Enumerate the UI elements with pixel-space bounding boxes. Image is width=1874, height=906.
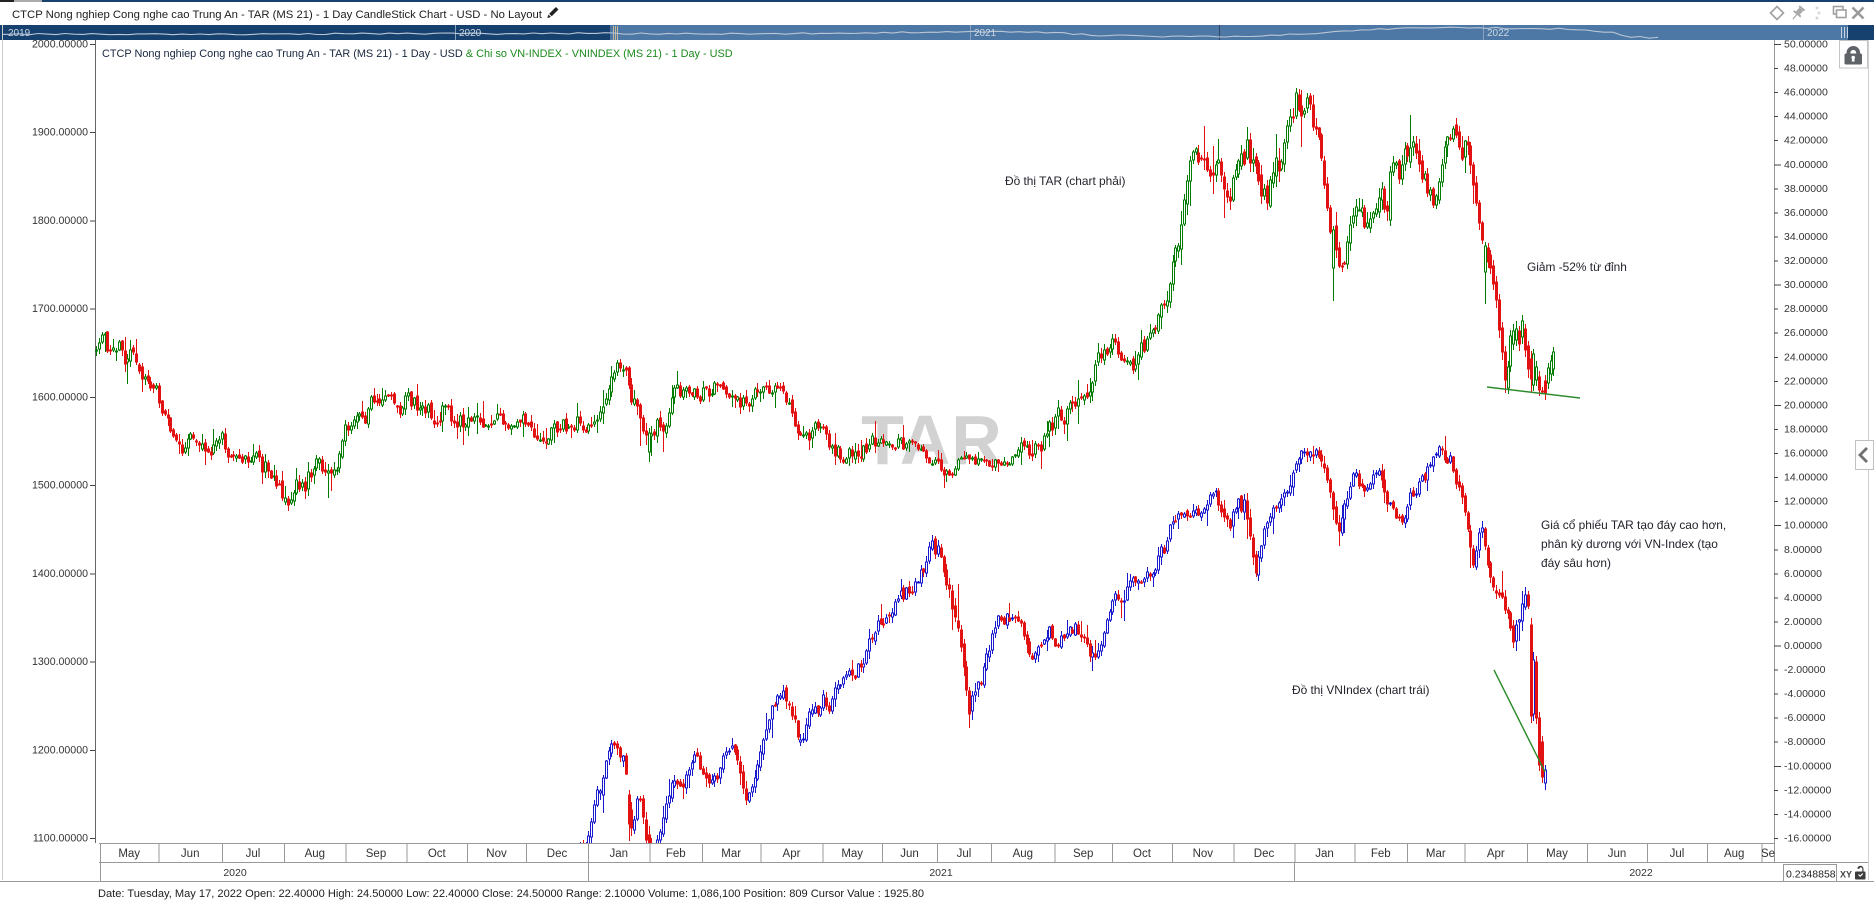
svg-text:Đồ thị TAR (chart phải): Đồ thị TAR (chart phải) [1005,174,1126,188]
svg-text:2000.00000: 2000.00000 [32,39,88,51]
svg-text:1800.00000: 1800.00000 [32,215,88,227]
svg-text:1600.00000: 1600.00000 [32,391,88,403]
svg-text:-14.00000: -14.00000 [1784,808,1831,820]
svg-text:-16.00000: -16.00000 [1784,833,1831,845]
svg-text:28.00000: 28.00000 [1784,303,1828,315]
svg-text:Sep: Sep [366,848,386,860]
svg-text:46.00000: 46.00000 [1784,87,1828,99]
svg-text:16.00000: 16.00000 [1784,448,1828,460]
svg-text:1900.00000: 1900.00000 [32,127,88,139]
svg-text:4.00000: 4.00000 [1784,592,1822,604]
svg-text:May: May [118,848,140,860]
svg-text:20.00000: 20.00000 [1784,399,1828,411]
svg-text:2021: 2021 [929,867,953,879]
svg-text:18.00000: 18.00000 [1784,424,1828,436]
svg-text:Feb: Feb [1371,848,1391,860]
svg-text:-12.00000: -12.00000 [1784,784,1831,796]
svg-text:Jun: Jun [181,848,200,860]
svg-text:Apr: Apr [783,848,801,860]
svg-text:40.00000: 40.00000 [1784,159,1828,171]
svg-text:Sep: Sep [1073,848,1093,860]
svg-text:Jan: Jan [1315,848,1334,860]
svg-text:6.00000: 6.00000 [1784,568,1822,580]
svg-text:Oct: Oct [428,848,447,860]
svg-text:30.00000: 30.00000 [1784,279,1828,291]
svg-text:2022: 2022 [1487,28,1510,39]
svg-text:Aug: Aug [1013,848,1033,860]
svg-text:Nov: Nov [486,848,507,860]
svg-text:2020: 2020 [223,867,247,879]
svg-text:1500.00000: 1500.00000 [32,480,88,492]
svg-text:Jul: Jul [1670,848,1685,860]
svg-text:44.00000: 44.00000 [1784,111,1828,123]
svg-text:phân kỳ dương với VN-Index (tạ: phân kỳ dương với VN-Index (tạo [1541,537,1718,551]
svg-text:Mar: Mar [1426,848,1446,860]
svg-text:14.00000: 14.00000 [1784,472,1828,484]
svg-text:Aug: Aug [1724,848,1744,860]
svg-text:May: May [1546,848,1568,860]
svg-text:1400.00000: 1400.00000 [32,568,88,580]
svg-text:Oct: Oct [1133,848,1152,860]
svg-text:1300.00000: 1300.00000 [32,656,88,668]
svg-text:Giá cổ phiếu TAR tạo đáy cao h: Giá cổ phiếu TAR tạo đáy cao hơn, [1541,518,1726,532]
svg-text:32.00000: 32.00000 [1784,255,1828,267]
svg-text:Jul: Jul [957,848,972,860]
svg-text:26.00000: 26.00000 [1784,327,1828,339]
svg-text:Nov: Nov [1193,848,1214,860]
svg-text:Jun: Jun [1608,848,1627,860]
svg-text:22.00000: 22.00000 [1784,375,1828,387]
svg-text:Aug: Aug [305,848,325,860]
svg-text:-10.00000: -10.00000 [1784,760,1831,772]
svg-text:đáy sâu hơn): đáy sâu hơn) [1541,556,1611,570]
svg-text:1200.00000: 1200.00000 [32,744,88,756]
svg-text:Dec: Dec [1254,848,1275,860]
svg-text:0.00000: 0.00000 [1784,640,1822,652]
svg-text:2021: 2021 [974,28,997,39]
svg-text:1100.00000: 1100.00000 [33,833,88,845]
svg-text:Giảm -52% từ đỉnh: Giảm -52% từ đỉnh [1527,260,1627,274]
svg-text:CTCP Nong nghiep Cong nghe cao: CTCP Nong nghiep Cong nghe cao Trung An … [12,9,543,21]
svg-text:May: May [841,848,863,860]
svg-text:Apr: Apr [1487,848,1505,860]
svg-text:12.00000: 12.00000 [1784,496,1828,508]
svg-text:2.00000: 2.00000 [1784,616,1822,628]
svg-text:CTCP Nong nghiep Cong nghe cao: CTCP Nong nghiep Cong nghe cao Trung An … [102,48,733,60]
svg-text:48.00000: 48.00000 [1784,63,1828,75]
svg-text:50.00000: 50.00000 [1784,39,1828,51]
svg-text:-2.00000: -2.00000 [1784,664,1826,676]
svg-text:Feb: Feb [666,848,686,860]
svg-text:42.00000: 42.00000 [1784,135,1828,147]
svg-text:XY: XY [1840,870,1852,880]
svg-text:Jun: Jun [900,848,919,860]
svg-text:10.00000: 10.00000 [1784,520,1828,532]
svg-text:38.00000: 38.00000 [1784,183,1828,195]
svg-text:Se: Se [1761,848,1775,860]
svg-text:Đồ thị VNIndex (chart trái): Đồ thị VNIndex (chart trái) [1292,683,1429,697]
svg-text:Jan: Jan [610,848,629,860]
svg-text:-8.00000: -8.00000 [1784,736,1826,748]
svg-text:2022: 2022 [1629,867,1653,879]
svg-text:34.00000: 34.00000 [1784,231,1828,243]
svg-text:Jul: Jul [246,848,261,860]
svg-text:2020: 2020 [459,28,482,39]
svg-text:24.00000: 24.00000 [1784,351,1828,363]
svg-text:36.00000: 36.00000 [1784,207,1828,219]
svg-text:Mar: Mar [721,848,741,860]
svg-text:Date: Tuesday, May 17, 2022 Op: Date: Tuesday, May 17, 2022 Open: 22.400… [98,888,924,900]
svg-text:-4.00000: -4.00000 [1784,688,1826,700]
svg-text:0.2348858: 0.2348858 [1786,869,1836,881]
svg-text:Dec: Dec [547,848,568,860]
svg-text:-6.00000: -6.00000 [1784,712,1826,724]
svg-text:2019: 2019 [8,28,31,39]
svg-text:8.00000: 8.00000 [1784,544,1822,556]
svg-text:1700.00000: 1700.00000 [32,303,88,315]
